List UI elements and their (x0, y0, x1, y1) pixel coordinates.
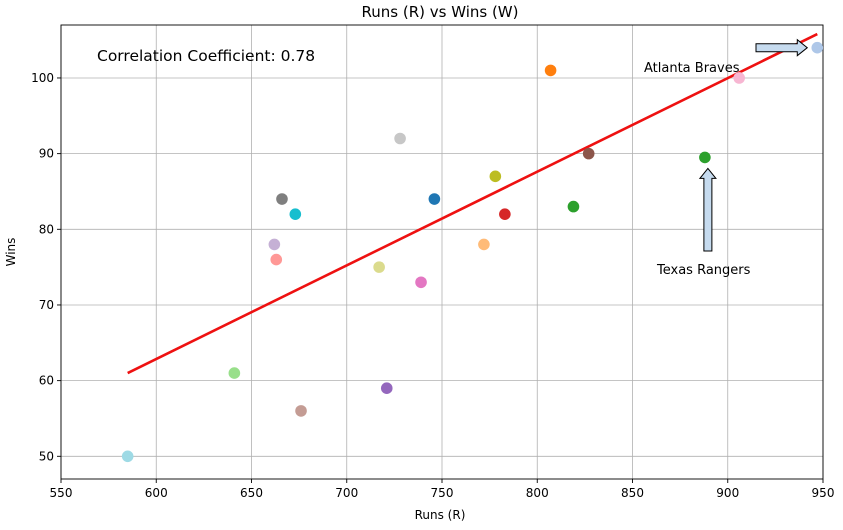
x-tick-label: 700 (335, 486, 358, 500)
y-tick-label: 70 (39, 298, 54, 312)
y-tick-label: 90 (39, 147, 54, 161)
data-point (478, 238, 490, 251)
annotation-atlanta-braves: Atlanta Braves (644, 61, 740, 76)
x-tick-label: 650 (240, 486, 263, 500)
data-point (415, 276, 427, 289)
x-tick-label: 900 (716, 486, 739, 500)
y-axis-ticks: 50 60 70 80 90 100 (31, 71, 61, 463)
arrow-atlanta-braves (755, 38, 809, 57)
x-tick-label: 600 (145, 486, 168, 500)
x-axis-label: Runs (R) (415, 508, 466, 522)
annotation-texas-rangers: Texas Rangers (656, 263, 751, 278)
data-point (582, 147, 595, 160)
y-tick-label: 80 (39, 222, 54, 236)
data-point (295, 405, 307, 417)
data-points (121, 41, 824, 463)
data-point (380, 382, 393, 395)
x-tick-label: 950 (812, 486, 835, 500)
x-tick-label: 800 (526, 486, 549, 500)
data-point (268, 238, 281, 251)
y-tick-label: 50 (39, 449, 54, 463)
data-point (567, 200, 580, 213)
y-axis-label: Wins (4, 238, 18, 267)
data-point (428, 193, 441, 205)
y-tick-label: 60 (39, 374, 54, 388)
data-point (489, 170, 502, 183)
data-point (276, 193, 288, 205)
trendline (127, 32, 818, 375)
data-point (289, 208, 302, 220)
chart-title: Runs (R) vs Wins (W) (362, 3, 519, 21)
data-point (733, 72, 745, 84)
x-tick-label: 750 (431, 486, 454, 500)
trendline-path (127, 32, 818, 375)
data-point (373, 261, 385, 273)
data-point (811, 41, 824, 54)
data-point (121, 450, 134, 463)
grid-lines (60, 25, 824, 479)
x-tick-label: 850 (621, 486, 644, 500)
x-axis-ticks: 550 600 650 700 750 800 850 900 950 (50, 479, 835, 500)
data-point (499, 208, 511, 220)
data-point (544, 64, 557, 77)
x-tick-label: 550 (50, 486, 73, 500)
data-point (270, 253, 283, 266)
correlation-coefficient-label: Correlation Coefficient: 0.78 (97, 47, 315, 65)
annotations: Atlanta Braves Texas Rangers (644, 38, 809, 278)
arrow-texas-rangers (698, 167, 717, 252)
data-point (699, 151, 711, 164)
data-point (228, 367, 241, 379)
data-point (394, 132, 406, 145)
y-tick-label: 100 (31, 71, 54, 85)
